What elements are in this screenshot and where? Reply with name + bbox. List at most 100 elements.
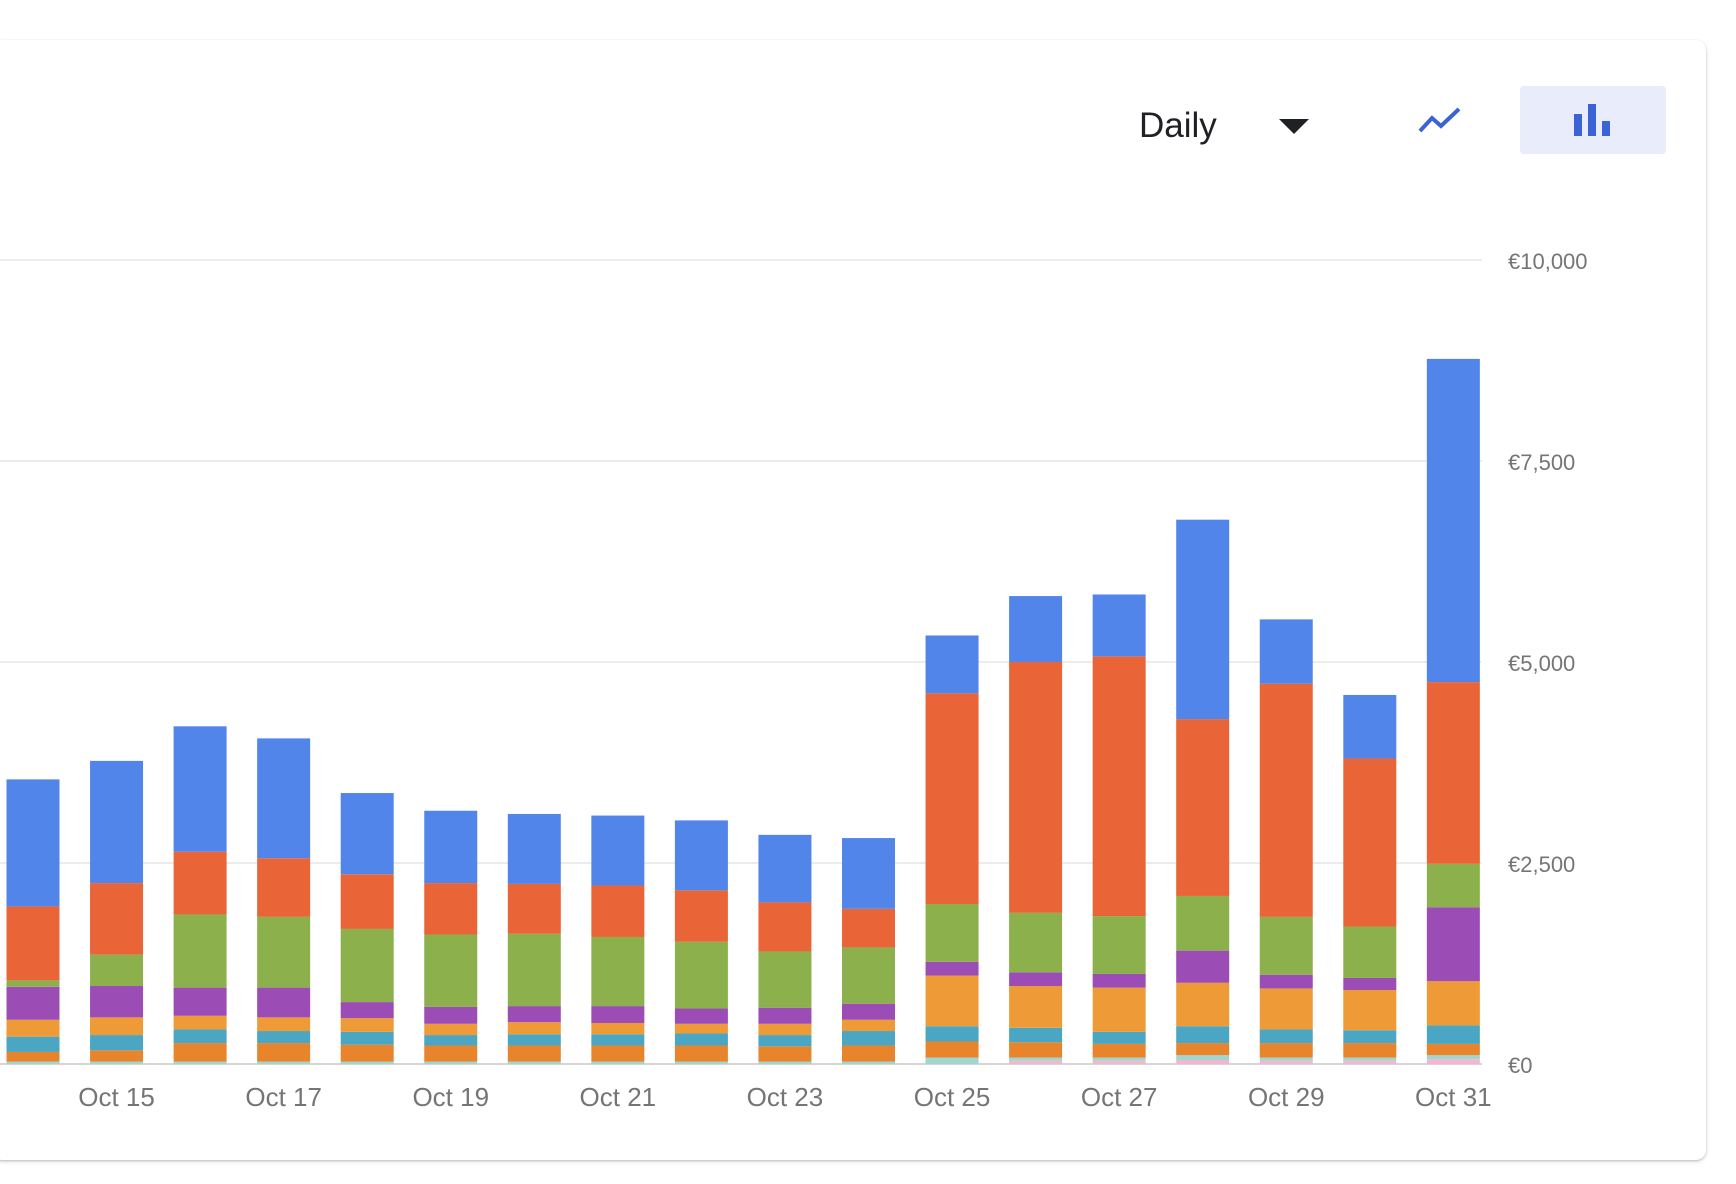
bar-segment <box>842 1045 895 1062</box>
bar-segment <box>1426 1055 1480 1060</box>
bar-segment <box>90 1061 144 1064</box>
bar-segment <box>758 1035 812 1047</box>
bar-segment <box>1009 1057 1063 1061</box>
bar-segment <box>1343 1057 1397 1061</box>
bar-segment <box>1343 926 1397 978</box>
bar-segment <box>6 1036 60 1052</box>
bar-segment <box>674 820 728 891</box>
bar-segment <box>1426 907 1480 982</box>
bar-segment <box>340 874 394 929</box>
bar-segment <box>1009 662 1063 913</box>
bar-segment <box>1009 596 1063 662</box>
bar-segment <box>1092 916 1146 974</box>
bar-segment <box>1343 1030 1397 1044</box>
bar-segment <box>925 961 979 976</box>
bar-segment <box>1343 694 1397 759</box>
bar-segment <box>90 1035 144 1051</box>
x-tick-label: Oct 21 <box>580 1082 657 1112</box>
bar-segment <box>758 1007 812 1024</box>
bar-segment <box>1176 1043 1230 1056</box>
x-tick-label: Oct 27 <box>1081 1082 1158 1112</box>
bar-segment <box>758 902 812 952</box>
bar-segment <box>591 885 645 937</box>
bar-segment <box>925 975 979 1027</box>
y-tick-label: €0 <box>1508 1053 1532 1078</box>
bar-segment <box>1343 1043 1397 1058</box>
bar-segment <box>1426 1059 1480 1064</box>
bar-segment <box>1426 682 1480 864</box>
bar-segment <box>173 987 227 1016</box>
bar-segment <box>507 1034 561 1046</box>
bar-segment <box>340 1031 394 1045</box>
bar-segment <box>257 858 311 917</box>
y-tick-label: €10,000 <box>1508 249 1588 274</box>
bar-segment <box>1092 973 1146 988</box>
bar-segment <box>674 1023 728 1034</box>
bar-segment <box>674 1033 728 1046</box>
bar-segment <box>424 1006 478 1024</box>
bar-segment <box>842 947 895 1004</box>
bar-segment <box>758 1046 812 1062</box>
period-select-label: Daily <box>1139 106 1217 145</box>
bar-segment <box>340 1002 394 1019</box>
y-tick-label: €5,000 <box>1508 651 1575 676</box>
bar-segment <box>257 1031 311 1044</box>
bar-segment <box>1259 1029 1313 1044</box>
bar-segment <box>1259 916 1313 975</box>
bar-segment <box>507 1006 561 1023</box>
bar-segment <box>925 1026 979 1042</box>
bar-segment <box>173 726 227 852</box>
bar-segment <box>1176 950 1230 983</box>
bar-segment <box>424 810 478 884</box>
bar-segment <box>173 914 227 988</box>
bar-segment <box>6 779 60 907</box>
bar-segment <box>925 693 979 905</box>
bar-segment <box>1343 990 1397 1031</box>
bar-segment <box>507 933 561 1007</box>
bar-segment <box>591 1022 645 1035</box>
bar-segment <box>1259 683 1313 917</box>
bar-segment <box>173 1029 227 1044</box>
bar-segment <box>1176 1059 1230 1064</box>
bar-segment <box>925 1057 979 1064</box>
bar-segment <box>173 1061 227 1064</box>
bar-segment <box>1259 1060 1313 1064</box>
bar-segment <box>1259 1057 1313 1061</box>
bar-segment <box>424 883 478 935</box>
bar-segment <box>173 851 227 915</box>
chart-card: Daily €0 €2,500 €5,000 €7,500 €10,000 Oct 15 O… <box>0 40 1706 1160</box>
bar-segment <box>257 1043 311 1062</box>
bar-view-button[interactable] <box>1520 86 1666 154</box>
bar-segment <box>6 980 60 987</box>
bar-segment <box>1176 719 1230 896</box>
bar-segment <box>6 1051 60 1062</box>
x-tick-label: Oct 19 <box>412 1082 489 1112</box>
bar-segment <box>674 1061 728 1064</box>
bar-segment <box>591 1045 645 1062</box>
bar-segment <box>6 986 60 1020</box>
bar-segment <box>424 1061 478 1064</box>
bar-segment <box>6 1061 60 1064</box>
bar-segment <box>1009 972 1063 987</box>
bar-segment <box>925 904 979 962</box>
bar-segment <box>1259 988 1313 1030</box>
period-select[interactable]: Daily <box>1139 94 1309 158</box>
bar-segment <box>6 906 60 981</box>
bar-segment <box>674 941 728 1009</box>
bar-segment <box>1426 1043 1480 1056</box>
bar-segment <box>842 838 895 909</box>
bar-segment <box>340 1061 394 1064</box>
bar-segment <box>1009 912 1063 973</box>
bar-segment <box>1176 519 1230 720</box>
bar-segment <box>842 1019 895 1032</box>
bar-segment <box>257 916 311 988</box>
bar-segment <box>340 1018 394 1032</box>
bar-segment <box>842 1031 895 1046</box>
x-tick-label: Oct 15 <box>78 1082 155 1112</box>
line-view-button[interactable] <box>1390 86 1490 154</box>
bar-segment <box>424 1035 478 1046</box>
bar-segment <box>507 1022 561 1035</box>
bar-segment <box>1092 1060 1146 1064</box>
bar-segment <box>340 1044 394 1062</box>
bar-segment <box>1343 1060 1397 1064</box>
